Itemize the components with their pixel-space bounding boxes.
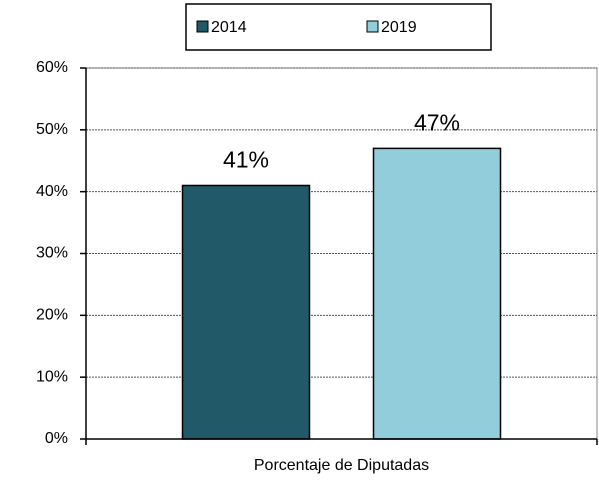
legend-swatch xyxy=(196,20,209,33)
y-tick-label: 10% xyxy=(36,368,68,385)
y-tick-label: 40% xyxy=(36,183,68,200)
bar xyxy=(181,184,311,440)
legend-box xyxy=(185,3,492,51)
y-tick-label: 50% xyxy=(36,121,68,138)
y-tick-label: 60% xyxy=(36,59,68,76)
legend-label: 2019 xyxy=(381,19,417,36)
legend-label: 2014 xyxy=(211,19,247,36)
data-label: 47% xyxy=(414,109,460,135)
x-tick-label: Porcentaje de Diputadas xyxy=(254,457,429,474)
y-tick-label: 30% xyxy=(36,245,68,262)
bar xyxy=(372,147,502,440)
legend-swatch xyxy=(366,20,379,33)
data-label: 41% xyxy=(223,147,269,173)
y-tick-label: 0% xyxy=(45,430,68,447)
y-tick-label: 20% xyxy=(36,307,68,324)
